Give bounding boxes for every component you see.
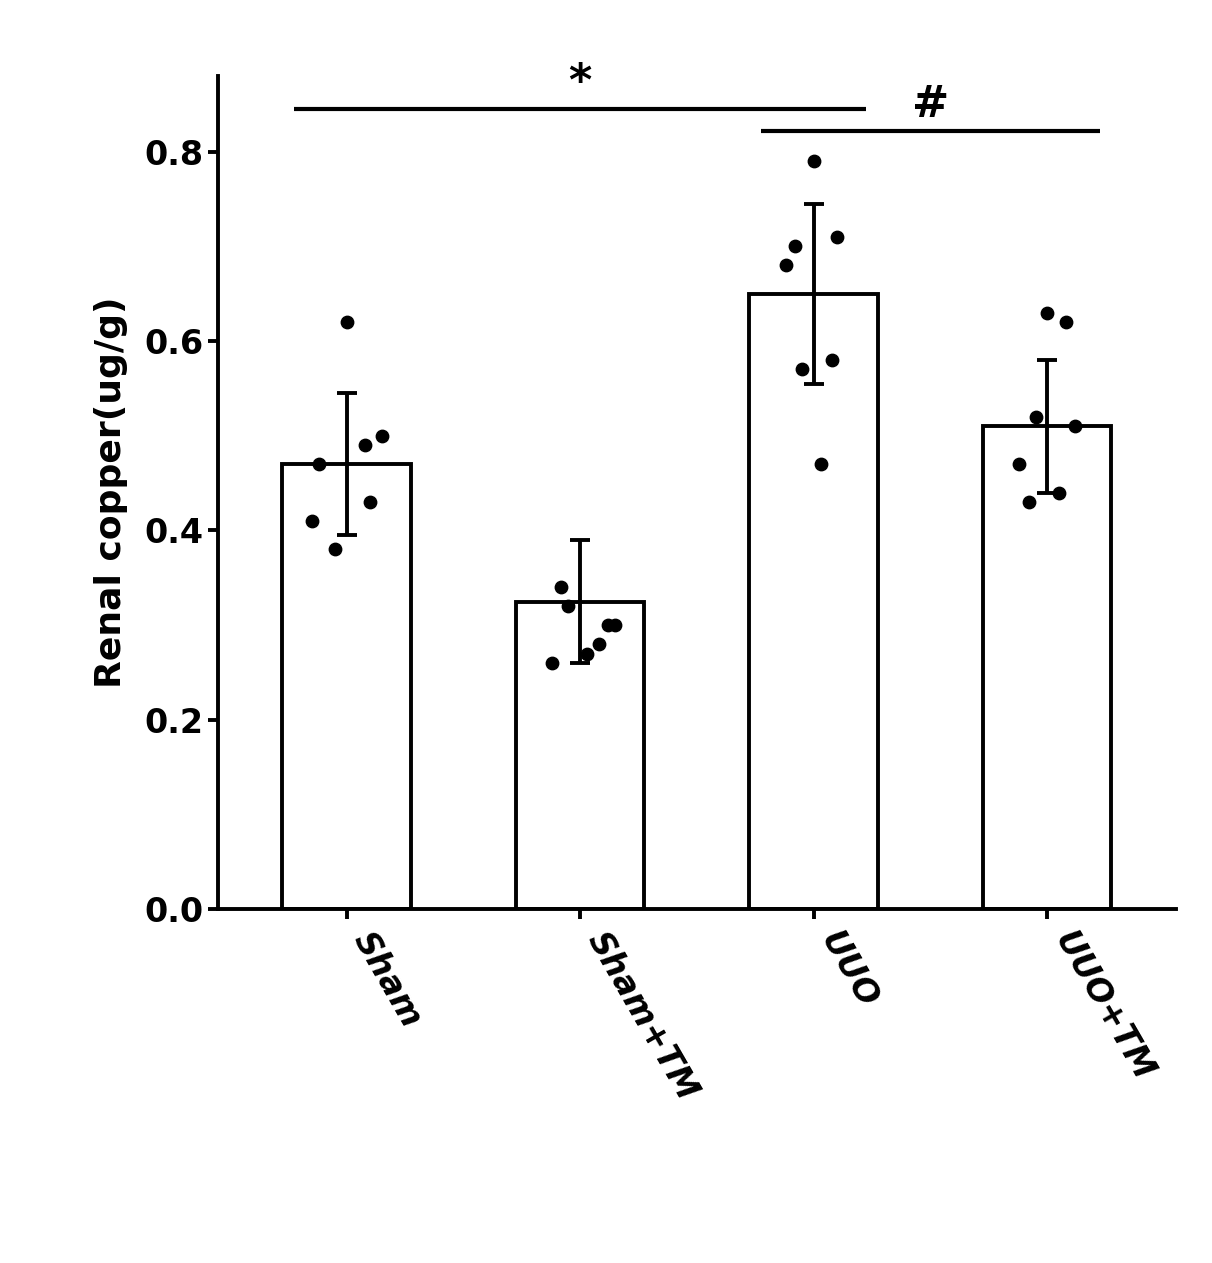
Point: [577, 644, 596, 664]
Point: [606, 615, 625, 635]
Point: [1056, 312, 1075, 332]
Point: [804, 152, 823, 172]
Point: [1019, 493, 1039, 513]
Bar: [516, 601, 645, 909]
Point: [589, 634, 608, 654]
Bar: [749, 294, 877, 909]
Text: #: #: [911, 83, 949, 126]
Point: [1025, 407, 1045, 427]
Text: *: *: [568, 61, 591, 105]
Point: [1037, 303, 1057, 323]
Bar: [282, 464, 411, 909]
Point: [325, 539, 344, 560]
Bar: [983, 427, 1111, 909]
Point: [599, 615, 618, 635]
Y-axis label: Renal copper(ug/g): Renal copper(ug/g): [93, 297, 127, 688]
Point: [355, 434, 375, 456]
Point: [785, 236, 805, 256]
Point: [372, 426, 391, 446]
Point: [823, 350, 842, 370]
Point: [559, 596, 578, 616]
Point: [337, 312, 356, 332]
Point: [309, 453, 328, 474]
Point: [793, 360, 812, 380]
Point: [811, 453, 830, 474]
Point: [360, 493, 379, 513]
Point: [551, 577, 571, 597]
Point: [543, 653, 562, 673]
Point: [1010, 453, 1029, 474]
Point: [1065, 417, 1085, 437]
Point: [776, 255, 795, 275]
Point: [828, 227, 847, 248]
Point: [302, 510, 321, 530]
Point: [1050, 482, 1069, 503]
